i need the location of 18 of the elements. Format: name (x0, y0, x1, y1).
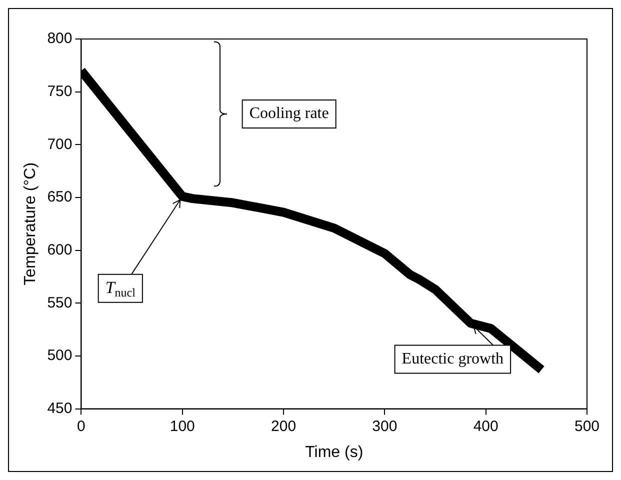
y-axis-title: Temperature (°C) (22, 162, 40, 286)
y-tick-label: 550 (47, 294, 72, 312)
y-tick-label: 800 (47, 30, 72, 48)
y-tick-label: 700 (47, 136, 72, 153)
y-tick-label: 650 (47, 188, 72, 206)
x-axis-title: Time (s) (305, 444, 364, 461)
annotation: Eutectic growth (402, 350, 504, 368)
x-tick-label: 400 (473, 418, 498, 435)
x-tick-label: 500 (574, 418, 600, 435)
y-tick-label: 600 (47, 241, 72, 258)
x-tick-label: 300 (372, 418, 398, 435)
annotation: Cooling rate (249, 105, 329, 122)
y-tick-label: 450 (47, 400, 72, 417)
x-tick-label: 100 (170, 418, 195, 435)
x-tick-label: 200 (271, 418, 296, 435)
y-tick-label: 750 (47, 82, 72, 100)
y-tick-label: 500 (47, 347, 72, 364)
x-tick-label: 0 (77, 418, 86, 435)
